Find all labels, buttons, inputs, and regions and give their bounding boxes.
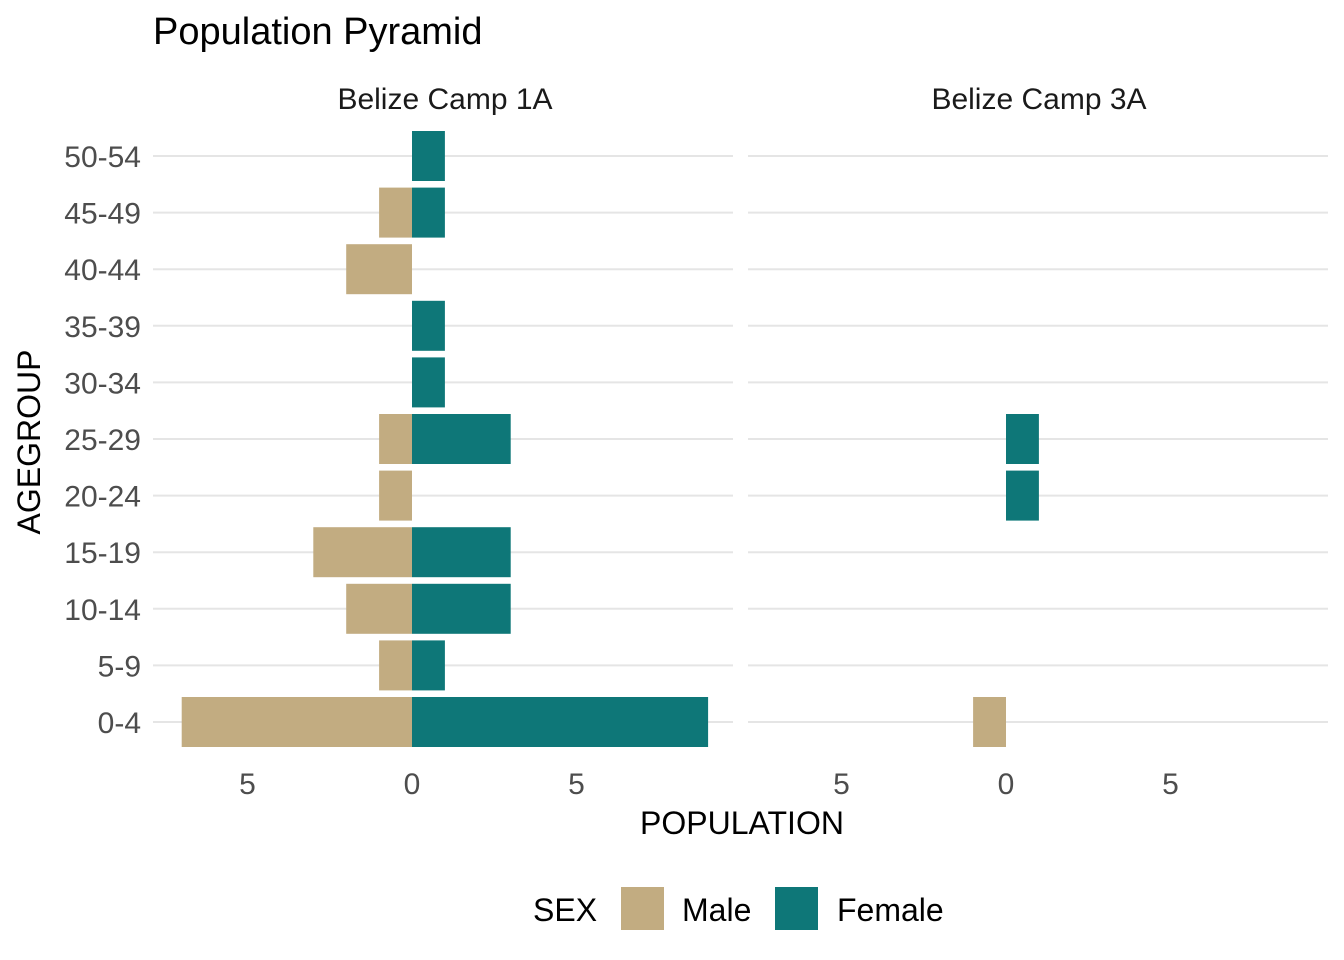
bar-female — [412, 697, 709, 747]
bar-female — [412, 187, 445, 238]
bar-male — [181, 697, 412, 747]
legend-title: SEX — [533, 892, 597, 928]
bar-male — [346, 244, 412, 295]
bar-male — [313, 527, 412, 578]
y-tick-label: 0-4 — [98, 707, 141, 740]
legend-swatch-male — [621, 887, 664, 930]
bar-male — [346, 583, 412, 634]
y-axis-label: AGEGROUP — [11, 350, 47, 535]
bar-male — [379, 470, 412, 521]
x-tick-label: 5 — [1162, 768, 1179, 801]
bar-female — [412, 583, 511, 634]
bar-female — [412, 527, 511, 578]
x-axis-label: POPULATION — [640, 805, 844, 841]
y-tick-label: 35-39 — [64, 311, 141, 344]
chart-title: Population Pyramid — [153, 11, 483, 53]
legend: SEX Male Female — [533, 887, 944, 930]
gridlines — [153, 155, 1328, 723]
y-tick-label: 15-19 — [64, 537, 141, 570]
bar-female — [1006, 470, 1039, 521]
x-tick-label: 0 — [998, 768, 1015, 801]
y-tick-label: 5-9 — [98, 650, 141, 683]
y-tick-label: 40-44 — [64, 254, 141, 287]
x-tick-label: 5 — [833, 768, 850, 801]
legend-label-female: Female — [837, 892, 944, 928]
bar-male — [379, 187, 412, 238]
panel-title-camp-3a: Belize Camp 3A — [931, 83, 1146, 116]
bar-female — [412, 640, 445, 691]
legend-swatch-female — [775, 887, 818, 930]
bar-female — [412, 414, 511, 464]
legend-label-male: Male — [682, 892, 751, 928]
bars — [181, 131, 1039, 747]
bar-female — [412, 300, 445, 351]
x-tick-label: 5 — [239, 768, 256, 801]
bar-female — [412, 131, 445, 181]
bar-female — [412, 357, 445, 408]
y-tick-labels: 0-4 5-9 10-14 15-19 20-24 25-29 30-34 35-39 40-4… — [64, 141, 141, 740]
y-tick-label: 30-34 — [64, 367, 141, 400]
bar-male — [973, 697, 1006, 747]
y-tick-label: 45-49 — [64, 198, 141, 231]
y-tick-label: 20-24 — [64, 481, 141, 514]
y-tick-label: 50-54 — [64, 141, 141, 174]
bar-male — [379, 414, 412, 464]
x-tick-label: 5 — [568, 768, 585, 801]
y-tick-label: 10-14 — [64, 594, 141, 627]
bar-male — [379, 640, 412, 691]
x-tick-label: 0 — [404, 768, 421, 801]
panel-title-camp-1a: Belize Camp 1A — [337, 83, 552, 116]
x-tick-labels: 5 0 5 5 0 5 — [239, 768, 1179, 801]
y-tick-label: 25-29 — [64, 424, 141, 457]
bar-female — [1006, 414, 1039, 464]
